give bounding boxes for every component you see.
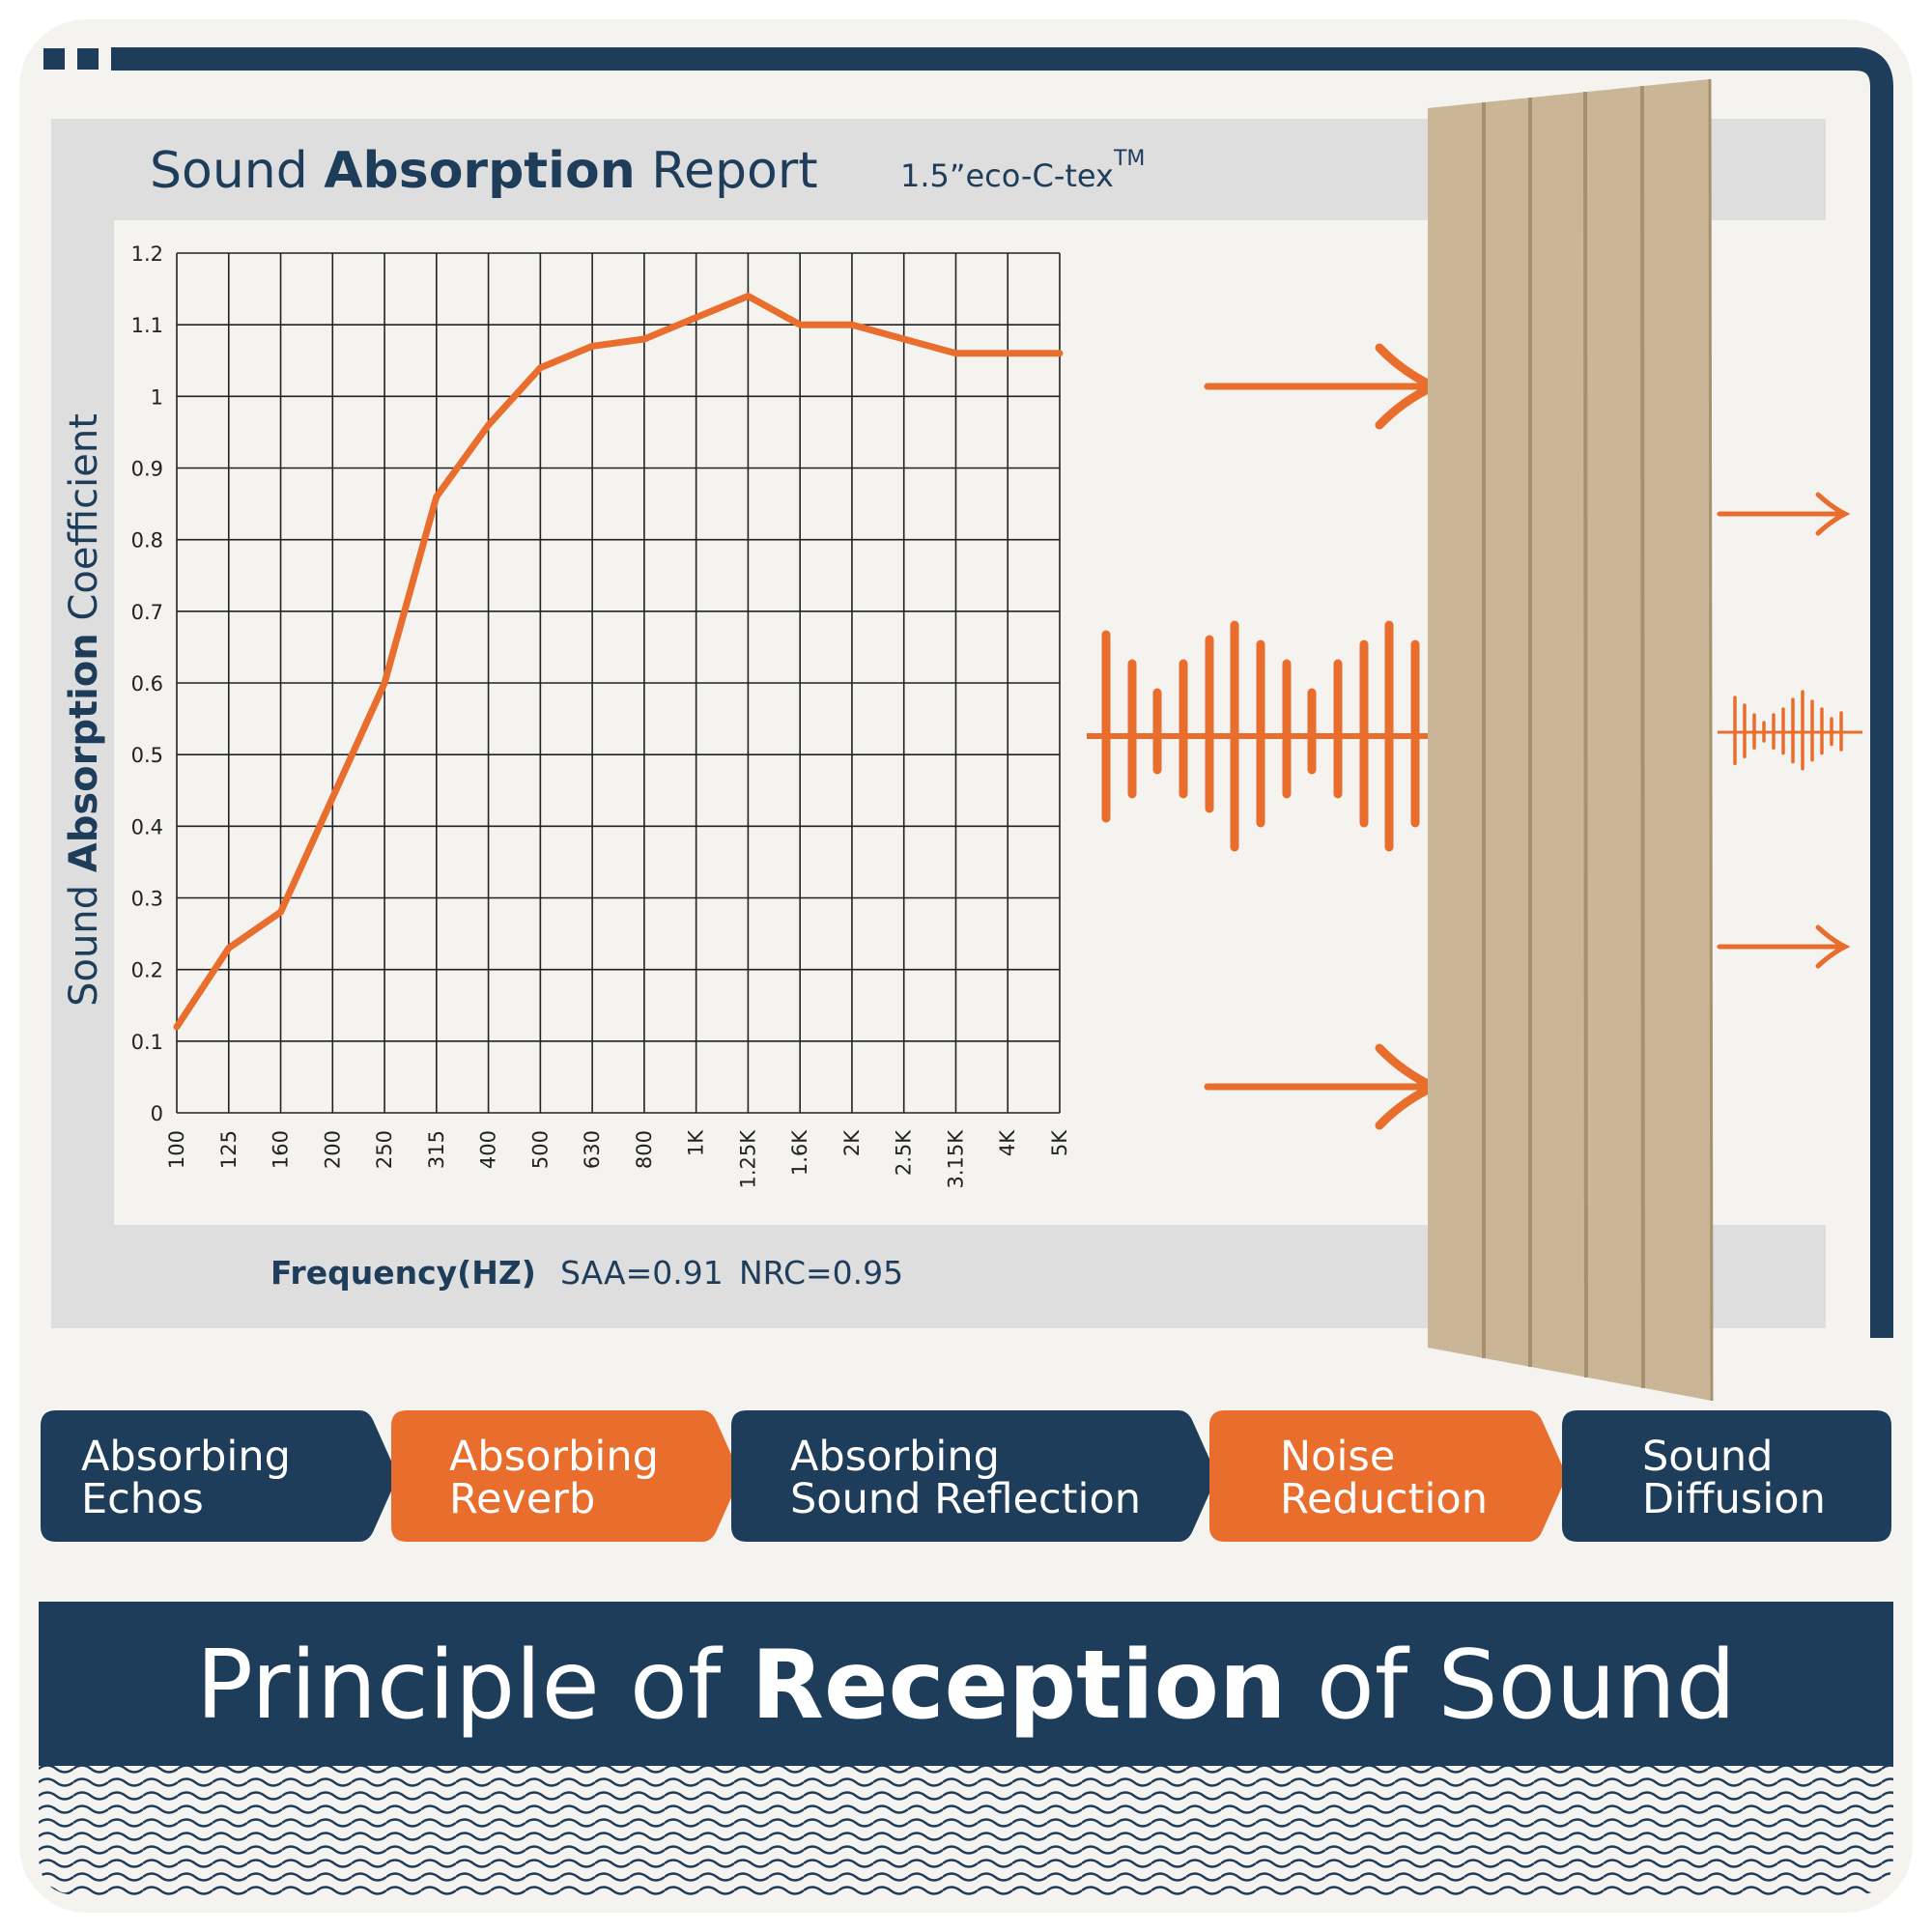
x-tick-label: 5K xyxy=(1048,1129,1071,1156)
y-tick-label: 0.4 xyxy=(131,815,163,838)
feature-label-line1: Absorbing xyxy=(449,1433,659,1481)
product-name: 1.5”eco-C-texTM xyxy=(900,147,1145,194)
x-tick-label: 1K xyxy=(685,1129,708,1156)
series-group xyxy=(173,293,1064,1031)
x-tick-label: 1.25K xyxy=(736,1129,759,1189)
feature-label-line2: Reverb xyxy=(449,1475,595,1523)
report-title-post: Report xyxy=(636,142,818,200)
banner-pre: Principle of xyxy=(196,1631,752,1741)
frame-dot xyxy=(43,48,65,70)
y-axis-label-pre: Sound xyxy=(62,872,106,1007)
x-tick-label: 160 xyxy=(270,1130,293,1169)
y-tick-label: 0.8 xyxy=(131,529,163,553)
feature-label-line1: Absorbing xyxy=(81,1433,291,1481)
trademark: TM xyxy=(1113,147,1145,171)
report-title: Sound Absorption Report xyxy=(150,142,818,200)
x-tick-label: 250 xyxy=(373,1130,396,1169)
y-axis-label: Sound Absorption Coefficient xyxy=(62,413,106,1007)
x-axis-label: Frequency(HZ) xyxy=(270,1254,536,1292)
banner-title: Principle of Reception of Sound xyxy=(196,1631,1736,1741)
x-tick-label: 800 xyxy=(633,1130,656,1169)
banner-bold: Reception xyxy=(752,1631,1287,1741)
x-tick-label: 500 xyxy=(528,1130,552,1169)
feature-chevron xyxy=(1209,1410,1567,1542)
x-tick-label: 125 xyxy=(217,1130,241,1169)
report-title-bold: Absorption xyxy=(324,142,635,200)
x-tick-label: 3.15K xyxy=(944,1129,967,1189)
feature-label-line2: Diffusion xyxy=(1642,1475,1826,1523)
x-tick-label: 100 xyxy=(165,1130,188,1169)
feature-label-line1: Sound xyxy=(1642,1433,1773,1481)
saa-value: SAA=0.91 xyxy=(560,1254,724,1292)
feature-chevron xyxy=(41,1410,398,1542)
product-text: 1.5”eco-C-tex xyxy=(900,157,1114,194)
feature-label-line1: Absorbing xyxy=(790,1433,1000,1481)
y-axis-label-bold: Absorption xyxy=(62,633,106,872)
y-axis-label-post: Coefficient xyxy=(62,413,106,633)
y-tick-label: 0.2 xyxy=(131,959,163,982)
x-tick-label: 4K xyxy=(996,1129,1019,1156)
x-tick-label: 2.5K xyxy=(893,1129,916,1176)
feature-strip: AbsorbingEchosAbsorbingReverbAbsorbingSo… xyxy=(41,1410,1891,1542)
y-tick-label: 0 xyxy=(151,1102,163,1125)
feature-chevron xyxy=(391,1410,741,1542)
nrc-value: NRC=0.95 xyxy=(739,1254,903,1292)
feature-label-line2: Echos xyxy=(81,1475,204,1523)
feature-chevron xyxy=(1562,1410,1891,1542)
transmitted-arrow-top xyxy=(1717,492,1851,536)
y-tick-label: 1.2 xyxy=(131,242,163,266)
x-tick-label: 2K xyxy=(840,1129,864,1156)
y-tick-label: 1 xyxy=(151,385,163,409)
x-tick-label: 315 xyxy=(425,1130,448,1169)
report-title-pre: Sound xyxy=(150,142,324,200)
transmitted-sound-wave xyxy=(1718,690,1862,771)
grid xyxy=(176,252,1061,1114)
acoustic-panel xyxy=(1428,78,1714,1402)
x-tick-label: 200 xyxy=(321,1130,344,1169)
y-tick-label: 0.1 xyxy=(131,1031,163,1054)
y-tick-label: 0.9 xyxy=(131,458,163,481)
x-tick-label: 1.6K xyxy=(788,1129,811,1176)
feature-chevron xyxy=(731,1410,1217,1542)
y-tick-label: 0.7 xyxy=(131,601,163,624)
y-tick-labels: 0 0.1 0.2 0.3 0.4 0.5 0.6 0.7 0.8 0.9 1 1.1 1.2 xyxy=(131,242,163,1125)
frame-dot xyxy=(77,48,99,70)
feature-label-line2: Sound Reflection xyxy=(790,1475,1141,1523)
wave-pattern xyxy=(39,1766,1893,1895)
y-tick-label: 0.5 xyxy=(131,744,163,767)
banner xyxy=(39,1602,1893,1766)
frame-line xyxy=(111,47,1893,1338)
feature-label-line1: Noise xyxy=(1280,1433,1395,1481)
y-tick-label: 0.3 xyxy=(131,888,163,911)
banner-post: of Sound xyxy=(1287,1631,1736,1741)
x-tick-label: 630 xyxy=(581,1130,604,1169)
x-tick-label: 400 xyxy=(477,1130,500,1169)
y-tick-label: 0.6 xyxy=(131,672,163,696)
feature-label-line2: Reduction xyxy=(1280,1475,1488,1523)
transmitted-arrow-bottom xyxy=(1717,924,1851,969)
y-tick-label: 1.1 xyxy=(131,314,163,337)
series-line xyxy=(173,293,1064,1031)
x-tick-labels: 100 125 160 200 250 315 400 500 630 800 1K 1.25K 1.6… xyxy=(165,1129,1071,1189)
